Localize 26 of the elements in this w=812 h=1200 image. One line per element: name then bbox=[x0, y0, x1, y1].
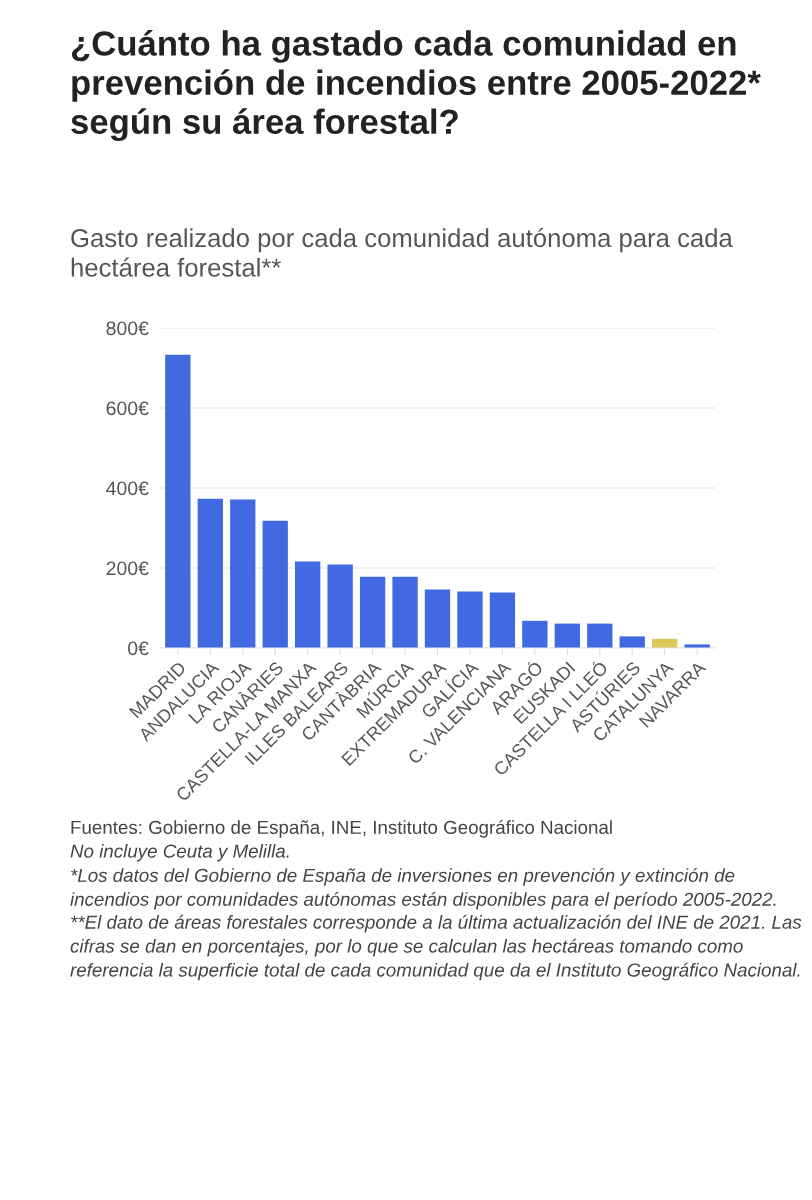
y-tick-label: 200€ bbox=[106, 561, 149, 576]
y-tick-label: 800€ bbox=[106, 321, 149, 336]
bar bbox=[295, 561, 321, 648]
y-tick-label: 0€ bbox=[128, 641, 149, 656]
text: No incluye Ceuta y Melilla. bbox=[70, 844, 289, 862]
bar bbox=[489, 592, 516, 648]
bar bbox=[327, 564, 353, 648]
bar bbox=[262, 520, 288, 648]
source-note: Fuentes: Gobierno de España, INE, Instituto Geográfico Nacional bbox=[71, 820, 612, 838]
text: **El dato de áreas forestales corresponde a la última actualización del INE de 2021. Las cifras se dan en porcentajes, por lo que se calculan las hectáreas tomando como referencia la superficie total de cada comunidad que da el Instituto Geográfico Nacional. bbox=[70, 914, 802, 981]
bar bbox=[197, 498, 223, 648]
bar bbox=[619, 636, 645, 648]
chart-subtitle: Gasto realizado por cada comunidad autónoma para cada hectárea forestal** bbox=[71, 228, 733, 277]
bar bbox=[424, 589, 451, 648]
bar bbox=[457, 591, 483, 648]
y-tick-label: 400€ bbox=[106, 481, 149, 496]
bar bbox=[554, 623, 580, 648]
bar bbox=[522, 620, 548, 648]
text: *Los datos del Gobierno de España de inversiones en prevención y extinción de incendios por comunidades autónomas están disponibles para el período 2005-2022. bbox=[70, 868, 776, 910]
bar bbox=[165, 354, 191, 648]
y-tick-label: 600€ bbox=[106, 401, 149, 416]
bar bbox=[587, 623, 613, 648]
bar bbox=[392, 576, 418, 648]
bar bbox=[359, 576, 386, 648]
chart-title: ¿Cuánto ha gastado cada comunidad en prevención de incendios entre 2005-2022* según su área forestal? bbox=[71, 30, 761, 142]
bar bbox=[230, 499, 256, 648]
